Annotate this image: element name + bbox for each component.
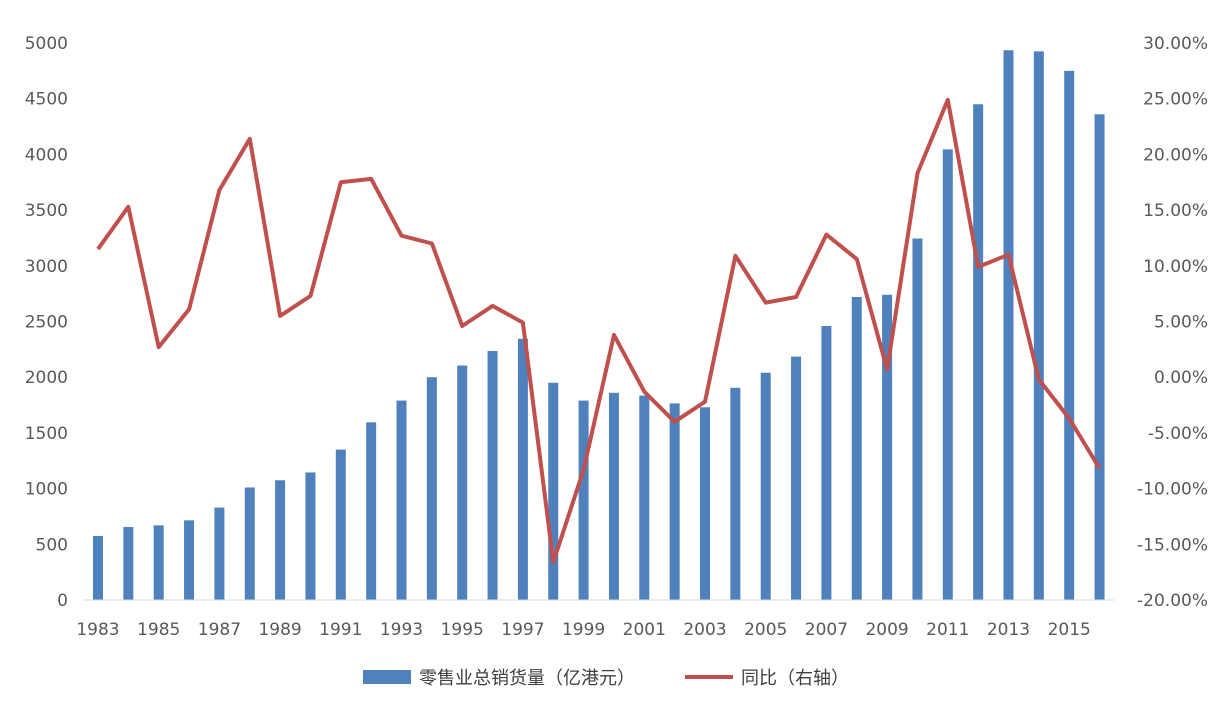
bar xyxy=(639,395,650,600)
x-tick-label: 1999 xyxy=(562,620,605,640)
bar xyxy=(426,377,437,600)
bar xyxy=(93,535,103,600)
bar xyxy=(821,325,832,600)
left-tick-label: 4000 xyxy=(25,145,68,165)
bar xyxy=(123,527,134,600)
legend: 零售业总销货量（亿港元） 同比（右轴） xyxy=(363,668,849,689)
bar xyxy=(153,525,164,600)
x-tick-label: 2015 xyxy=(1048,620,1091,640)
bar xyxy=(1094,114,1105,601)
bar-series xyxy=(93,50,1105,601)
bar xyxy=(578,400,589,600)
x-tick-label: 2011 xyxy=(926,620,969,640)
bar xyxy=(1003,50,1014,600)
x-tick-label: 1991 xyxy=(319,620,362,640)
x-tick-label: 1985 xyxy=(137,620,180,640)
line-series xyxy=(96,97,1102,565)
left-tick-label: 4500 xyxy=(25,90,68,110)
bar xyxy=(366,422,377,600)
bar xyxy=(1064,70,1075,601)
bar xyxy=(608,392,619,600)
bar xyxy=(184,520,195,600)
bar xyxy=(760,372,771,600)
right-tick-label: 20.00% xyxy=(1143,145,1208,165)
bar xyxy=(973,104,984,601)
right-tick-label: -5.00% xyxy=(1148,424,1208,444)
bar xyxy=(669,403,680,600)
bar xyxy=(912,238,923,600)
bar xyxy=(548,382,559,600)
x-tick-label: 2001 xyxy=(623,620,666,640)
bar xyxy=(700,407,710,600)
left-tick-label: 1500 xyxy=(25,424,68,444)
x-tick-label: 2003 xyxy=(683,620,726,640)
left-tick-label: 500 xyxy=(36,535,68,555)
bar xyxy=(305,472,316,600)
bar xyxy=(275,480,286,600)
legend-label-bar: 零售业总销货量（亿港元） xyxy=(419,668,635,689)
bar xyxy=(730,387,741,600)
x-tick-label: 2009 xyxy=(865,620,908,640)
bar xyxy=(214,507,225,600)
left-tick-label: 2500 xyxy=(25,313,68,333)
bar xyxy=(1033,51,1044,601)
right-tick-label: -15.00% xyxy=(1137,535,1208,555)
bar xyxy=(244,487,255,600)
right-tick-label: 0.00% xyxy=(1154,368,1208,388)
series-line xyxy=(96,97,1102,565)
x-tick-label: 1995 xyxy=(441,620,484,640)
left-tick-label: 1000 xyxy=(25,480,68,500)
x-axis-ticks: 1983 1985 1987 1989 1991 1993 1995 1997 1999 2001… xyxy=(76,620,1090,640)
right-tick-label: 30.00% xyxy=(1143,34,1208,54)
right-tick-label: -20.00% xyxy=(1137,591,1208,611)
bar xyxy=(396,400,407,600)
x-tick-label: 1997 xyxy=(501,620,544,640)
bar xyxy=(942,149,953,600)
x-tick-label: 1993 xyxy=(380,620,423,640)
bar xyxy=(335,449,346,600)
right-tick-label: 5.00% xyxy=(1154,313,1208,333)
bar xyxy=(851,296,862,600)
left-tick-label: 2000 xyxy=(25,368,68,388)
left-tick-label: 5000 xyxy=(25,34,68,54)
x-tick-label: 1989 xyxy=(258,620,301,640)
bar xyxy=(487,351,498,600)
x-tick-label: 1983 xyxy=(76,620,119,640)
left-tick-label: 3000 xyxy=(25,257,68,277)
left-axis-ticks: 0 500 1000 1500 2000 2500 3000 3500 4000 4500 5000 xyxy=(25,34,68,611)
right-tick-label: 10.00% xyxy=(1143,257,1208,277)
right-tick-label: -10.00% xyxy=(1137,480,1208,500)
right-tick-label: 15.00% xyxy=(1143,201,1208,221)
bar xyxy=(517,338,528,600)
x-tick-label: 2005 xyxy=(744,620,787,640)
legend-swatch-bar xyxy=(363,670,411,684)
left-tick-label: 0 xyxy=(57,591,68,611)
x-tick-label: 2013 xyxy=(987,620,1030,640)
legend-label-line: 同比（右轴） xyxy=(741,668,849,689)
bar xyxy=(791,356,802,600)
bar xyxy=(882,294,893,600)
right-tick-label: 25.00% xyxy=(1143,90,1208,110)
bar xyxy=(457,365,468,600)
left-tick-label: 3500 xyxy=(25,201,68,221)
x-tick-label: 1987 xyxy=(198,620,241,640)
x-tick-label: 2007 xyxy=(805,620,848,640)
right-axis-ticks: -20.00% -15.00% -10.00% -5.00% 0.00% 5.00% 10.… xyxy=(1137,34,1208,611)
